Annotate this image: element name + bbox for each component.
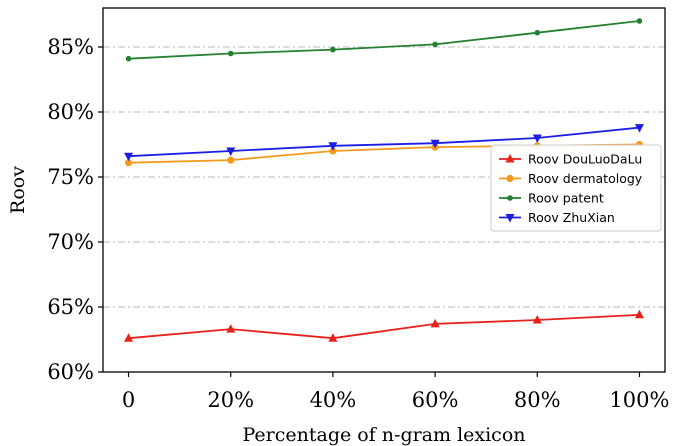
x-tick-label: 60% xyxy=(412,388,459,412)
data-point xyxy=(330,47,336,53)
data-point xyxy=(228,51,234,57)
data-point xyxy=(432,42,438,48)
legend-label: Roov patent xyxy=(528,191,604,206)
x-tick-label: 80% xyxy=(514,388,561,412)
series-line xyxy=(129,315,640,338)
y-tick-label: 75% xyxy=(47,165,94,189)
data-point xyxy=(534,30,540,36)
data-point xyxy=(126,56,132,62)
legend-label: Roov dermatology xyxy=(528,171,643,186)
data-point xyxy=(635,310,644,319)
legend-label: Roov DouLuoDaLu xyxy=(528,152,642,167)
x-tick-label: 100% xyxy=(609,388,669,412)
x-axis-title: Percentage of n-gram lexicon xyxy=(242,424,525,446)
legend-marker xyxy=(506,175,513,182)
series-line xyxy=(129,21,640,59)
y-axis: 60% 65% 70% 75% 80% 85% xyxy=(47,35,103,384)
data-point xyxy=(227,157,234,164)
y-tick-label: 85% xyxy=(47,35,94,59)
x-tick-label: 0 xyxy=(122,388,135,412)
x-tick-label: 20% xyxy=(207,388,254,412)
data-point xyxy=(637,18,643,24)
y-tick-label: 65% xyxy=(47,295,94,319)
legend: Roov DouLuoDaLu Roov dermatology Roov pate… xyxy=(491,145,661,231)
legend-label: Roov ZhuXian xyxy=(528,210,615,225)
series-roov-douluodalu xyxy=(124,310,644,342)
legend-marker xyxy=(507,195,513,201)
x-tick-label: 40% xyxy=(310,388,357,412)
x-axis: 0 20% 40% 60% 80% 100% xyxy=(122,372,670,412)
data-point xyxy=(124,153,133,162)
data-point xyxy=(226,324,235,333)
y-axis-title: Roov xyxy=(7,166,29,214)
series-roov-patent xyxy=(126,18,643,61)
y-tick-label: 70% xyxy=(47,230,94,254)
y-tick-label: 60% xyxy=(47,360,94,384)
y-tick-label: 80% xyxy=(47,100,94,124)
